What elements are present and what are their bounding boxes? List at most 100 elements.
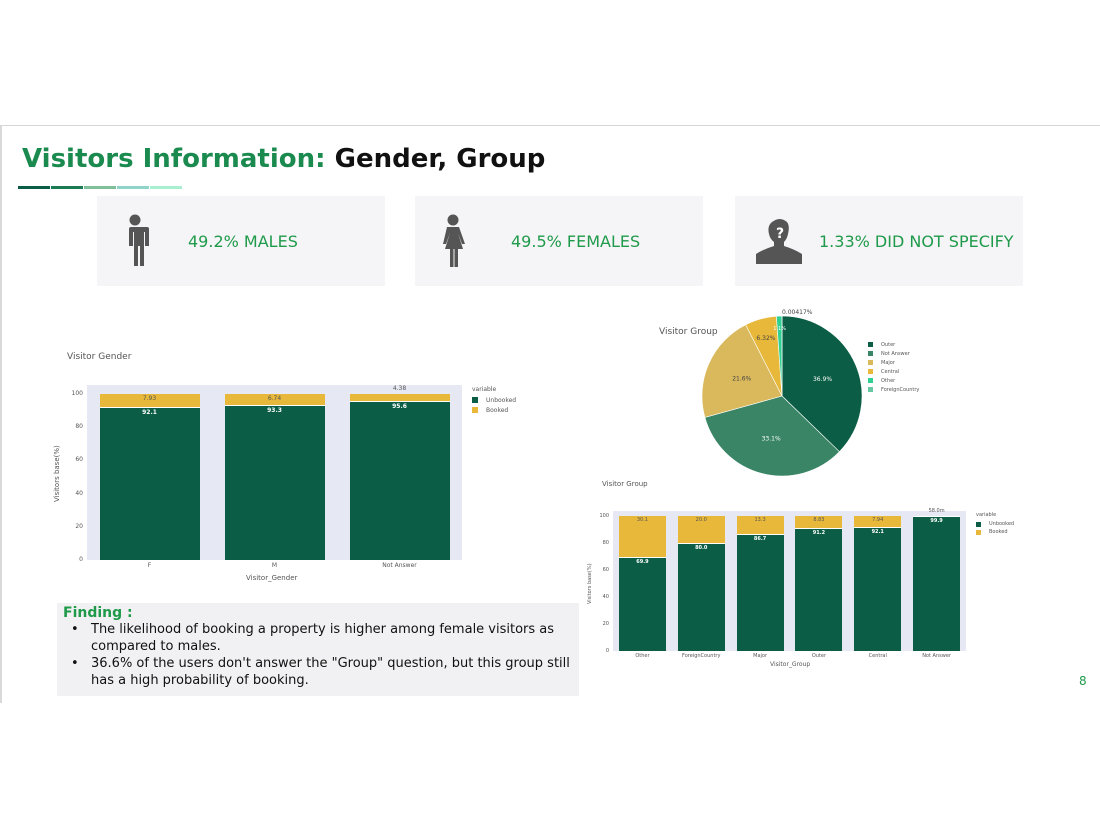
y-tick-label: 0 xyxy=(605,647,609,654)
legend-item-booked[interactable]: Booked xyxy=(976,528,1014,536)
female-person-icon xyxy=(433,211,473,271)
booked-value-label: 20.0 xyxy=(695,517,707,523)
y-tick-label: 100 xyxy=(71,390,83,397)
booked-segment[interactable] xyxy=(349,394,450,402)
booked-value-label: 8.83 xyxy=(813,516,825,523)
legend-item-outer[interactable]: Outer xyxy=(868,340,919,349)
finding-bullet: 36.6% of the users don't answer the "Gro… xyxy=(63,655,573,689)
legend-swatch xyxy=(868,360,873,365)
unbooked-segment[interactable] xyxy=(854,526,902,651)
legend-label: Outer xyxy=(881,341,896,348)
x-tick-label: Not Answer xyxy=(922,653,951,659)
legend-item-unbooked[interactable]: Unbooked xyxy=(976,520,1014,528)
y-tick-label: 60 xyxy=(602,566,609,573)
unbooked-value-label: 91.2 xyxy=(812,529,826,536)
unbooked-value-label: 93.3 xyxy=(267,407,282,415)
pie-slice-outer[interactable] xyxy=(781,315,863,453)
group-x-axis-label: Visitor_Group xyxy=(770,661,811,668)
legend-item-major[interactable]: Major xyxy=(868,358,919,367)
title-underline-segment xyxy=(117,186,149,189)
unbooked-segment[interactable] xyxy=(677,543,725,651)
pie-slice-not-answer[interactable] xyxy=(704,395,840,477)
unbooked-value-label: 86.7 xyxy=(753,535,767,542)
booked-segment[interactable] xyxy=(677,516,725,543)
unbooked-segment[interactable] xyxy=(795,527,843,651)
booked-value-label: 30.1 xyxy=(636,517,648,523)
booked-segment[interactable] xyxy=(736,516,784,534)
stacked-bar-m[interactable]: 93.3 6.74 xyxy=(224,393,325,560)
page-number: 8 xyxy=(1079,674,1087,688)
title-underline-segment xyxy=(150,186,182,189)
finding-heading: Finding : xyxy=(63,605,133,621)
x-tick-label: Outer xyxy=(811,653,827,659)
x-tick-label: Other xyxy=(635,653,650,659)
slide: Visitors Information: Gender, Group 49.2… xyxy=(0,125,1100,703)
legend-item-booked[interactable]: Booked xyxy=(472,405,516,415)
legend-item-central[interactable]: Central xyxy=(868,367,919,376)
finding-list: The likelihood of booking a property is … xyxy=(63,621,573,689)
legend-item-other[interactable]: Other xyxy=(868,376,919,385)
pie-slice-label: 21.6% xyxy=(732,375,751,382)
pie-slice-major[interactable] xyxy=(701,324,783,418)
y-tick-label: 100 xyxy=(599,512,609,519)
unbooked-segment[interactable] xyxy=(618,556,666,651)
unbooked-value-label: 95.6 xyxy=(392,403,407,411)
pie-slice-label: 6.32% xyxy=(756,335,775,342)
unbooked-segment[interactable] xyxy=(224,405,325,560)
group-chart-title: Visitor Group xyxy=(602,480,648,488)
legend-swatch xyxy=(868,342,873,347)
gender-x-axis-label: Visitor_Gender xyxy=(246,574,298,582)
y-tick-label: 40 xyxy=(75,489,83,497)
legend-label: Other xyxy=(881,377,896,384)
unbooked-swatch xyxy=(976,521,981,527)
pie-legend: Outer Not Answer Major Central Other ForeignC… xyxy=(868,340,919,394)
booked-value-label: 13.3 xyxy=(754,517,766,523)
legend-item-unbooked[interactable]: Unbooked xyxy=(472,395,516,405)
booked-segment[interactable] xyxy=(224,393,325,406)
finding-box: Finding : The likelihood of booking a pr… xyxy=(57,603,579,696)
stat-card-unspecified: ? 1.33% DID NOT SPECIFY xyxy=(735,196,1023,286)
x-tick-label: Central xyxy=(868,653,887,659)
stacked-bar-other[interactable]: 69.9 30.1 xyxy=(618,516,666,651)
stacked-bar-central[interactable]: 92.1 7.94 xyxy=(854,515,902,651)
booked-segment[interactable] xyxy=(795,515,843,528)
unbooked-segment[interactable] xyxy=(99,407,200,560)
booked-segment[interactable] xyxy=(854,515,902,527)
unbooked-value-label: 92.1 xyxy=(142,409,157,417)
stacked-bar-foreigncountry[interactable]: 80.0 20.0 xyxy=(677,516,725,651)
booked-swatch xyxy=(472,407,478,413)
x-tick-label: M xyxy=(271,562,278,569)
x-tick-label: Major xyxy=(753,653,768,659)
pie-slice-label: 33.1% xyxy=(762,436,781,443)
booked-segment[interactable] xyxy=(618,516,666,557)
booked-segment[interactable] xyxy=(99,393,200,408)
legend-label: Central xyxy=(881,368,900,375)
legend-item-not-answer[interactable]: Not Answer xyxy=(868,349,919,358)
unbooked-value-label: 92.1 xyxy=(871,528,884,535)
title-rest: Gender, Group xyxy=(334,144,546,174)
x-tick-label: ForeignCountry xyxy=(682,653,721,659)
y-tick-label: 0 xyxy=(79,556,83,563)
unbooked-segment[interactable] xyxy=(913,516,961,651)
unbooked-segment[interactable] xyxy=(736,533,784,651)
y-tick-label: 80 xyxy=(602,539,609,546)
finding-bullet: The likelihood of booking a property is … xyxy=(63,621,573,655)
legend-item-foreigncountry[interactable]: ForeignCountry xyxy=(868,385,919,394)
x-tick-label: Not Answer xyxy=(382,562,417,569)
gender-legend: variable Unbooked Booked xyxy=(472,386,516,415)
stacked-bar-not-answer[interactable]: 99.9 58.0m xyxy=(913,508,961,651)
pie-slice-label: 36.9% xyxy=(813,376,832,383)
x-tick-label: F xyxy=(147,562,152,569)
stacked-bar-f[interactable]: 92.1 7.93 xyxy=(99,393,200,560)
legend-swatch xyxy=(868,351,873,356)
unbooked-segment[interactable] xyxy=(349,401,450,560)
y-tick-label: 20 xyxy=(602,620,609,627)
stat-card-females: 49.5% FEMALES xyxy=(415,196,703,286)
slide-title: Visitors Information: Gender, Group xyxy=(22,144,545,174)
legend-label: ForeignCountry xyxy=(881,386,920,393)
svg-text:?: ? xyxy=(776,226,784,242)
stacked-bar-major[interactable]: 86.7 13.3 xyxy=(736,516,784,651)
legend-swatch xyxy=(868,369,873,374)
stacked-bar-not-answer[interactable]: 95.6 4.38 xyxy=(349,385,450,560)
stacked-bar-outer[interactable]: 91.2 8.83 xyxy=(795,515,843,651)
